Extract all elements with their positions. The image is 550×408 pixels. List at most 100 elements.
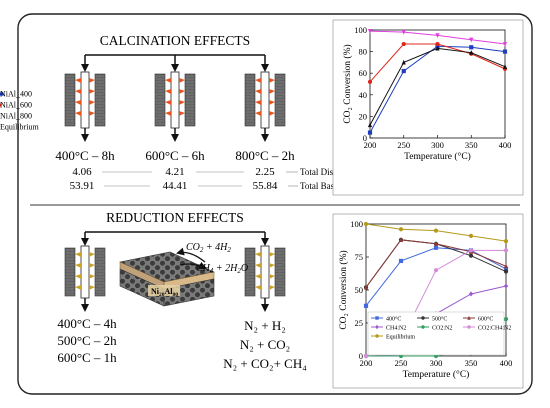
y-tick-label: 100 — [354, 25, 367, 35]
data-point — [433, 241, 439, 246]
heat-flame-icon — [269, 100, 275, 105]
heat-flame-icon — [89, 252, 95, 257]
chart-frame — [332, 19, 524, 196]
heat-flame-icon — [255, 111, 261, 116]
x-axis-label: Temperature (°C) — [403, 369, 470, 380]
heat-flame-icon — [255, 274, 261, 279]
heat-flame-icon — [269, 263, 275, 268]
heat-flame-icon — [75, 263, 81, 268]
data-point — [503, 316, 509, 322]
heat-flame-icon — [179, 89, 185, 94]
heat-flame-icon — [269, 78, 275, 83]
calcination-reactor-1 — [64, 71, 106, 129]
heat-flame-icon — [269, 252, 275, 257]
reduction-reactor-1 — [64, 245, 106, 299]
reduction-section: REDUCTION EFFECTS Ni20Al80 CO2 + 4H2 CH4… — [57, 210, 307, 371]
gas-mixture-2: N₂ + CO₂ — [240, 337, 290, 352]
data-point — [367, 28, 373, 34]
catalyst-label: Ni20Al80 — [151, 287, 178, 298]
data-point — [469, 50, 474, 55]
x-tick-label: 400 — [500, 358, 513, 368]
legend-label: Equilibrium — [0, 123, 39, 132]
heat-flame-icon — [89, 274, 95, 279]
data-point — [363, 284, 369, 290]
data-point — [468, 233, 474, 238]
data-point — [375, 316, 379, 320]
heat-flame-icon — [269, 89, 275, 94]
y-tick-label: 0 — [363, 133, 367, 143]
basicity-value-3: 55.84 — [253, 180, 278, 192]
x-tick-label: 300 — [430, 358, 443, 368]
calcination-reactor-2 — [154, 71, 196, 129]
basicity-value-1: 53.91 — [70, 180, 95, 192]
data-point — [468, 248, 474, 253]
outer-frame — [17, 13, 533, 395]
data-point — [502, 64, 508, 69]
heat-flame-icon — [75, 100, 81, 105]
data-point — [503, 266, 509, 271]
heat-flame-icon — [255, 100, 261, 105]
calcination-condition-2: 600°C – 6h — [145, 148, 205, 163]
data-point — [468, 253, 474, 258]
heat-flame-icon — [255, 285, 261, 290]
heat-flame-icon — [89, 111, 95, 116]
heat-flame-icon — [255, 89, 261, 94]
data-point — [503, 263, 509, 269]
reduction-condition-2: 500°C – 2h — [57, 333, 117, 348]
x-tick-label: 300 — [431, 140, 444, 150]
legend-box — [367, 311, 505, 356]
heat-flame-icon — [255, 78, 261, 83]
heat-flame-icon — [75, 111, 81, 116]
data-point — [468, 291, 474, 297]
reduction-title: REDUCTION EFFECTS — [106, 210, 244, 225]
y-tick-label: 50 — [355, 285, 364, 295]
reduction-condition-3: 600°C – 1h — [57, 350, 117, 365]
x-tick-label: 250 — [395, 358, 408, 368]
y-tick-label: 25 — [355, 318, 364, 328]
heat-flame-icon — [165, 100, 171, 105]
data-point — [398, 258, 404, 264]
x-tick-label: 400 — [499, 140, 512, 150]
data-point — [401, 30, 406, 35]
data-point — [435, 33, 440, 38]
heat-flame-icon — [179, 78, 185, 83]
data-point — [503, 283, 509, 289]
data-point — [433, 228, 439, 233]
y-tick-label: 0 — [359, 351, 363, 361]
data-point — [367, 122, 373, 128]
heat-flame-icon — [89, 285, 95, 290]
legend-label: 600°C — [478, 316, 493, 323]
data-point — [503, 269, 509, 274]
product-equation: CH4 + 2H2O — [196, 263, 248, 275]
data-point — [433, 245, 439, 250]
x-tick-label: 350 — [465, 358, 478, 368]
heat-flame-icon — [75, 274, 81, 279]
heat-flame-icon — [75, 89, 81, 94]
heat-flame-icon — [179, 111, 185, 116]
legend-label: 400°C — [386, 316, 401, 323]
heat-flame-icon — [255, 263, 261, 268]
data-point — [398, 227, 404, 232]
y-tick-label: 60 — [359, 68, 368, 78]
heat-flame-icon — [75, 285, 81, 290]
legend-label: NiAl_400 — [0, 90, 32, 99]
catalyst-slab: Ni20Al80 — [119, 251, 215, 307]
heat-flame-icon — [165, 89, 171, 94]
heat-flame-icon — [75, 252, 81, 257]
data-point — [363, 353, 369, 359]
heat-flame-icon — [269, 274, 275, 279]
data-point — [401, 59, 406, 65]
y-axis-label: CO₂ Conversion (%) — [338, 250, 349, 329]
data-point — [363, 221, 369, 227]
heat-flame-icon — [165, 111, 171, 116]
data-point — [367, 79, 373, 84]
data-point — [421, 325, 425, 329]
calcination-reactor-3 — [244, 71, 286, 129]
chart-reduction: 200 250 300 350 400 0 25 50 75 100 Temperature (°C… — [332, 213, 524, 389]
heat-flame-icon — [89, 263, 95, 268]
x-tick-label: 350 — [465, 140, 478, 150]
y-tick-label: 20 — [359, 111, 368, 121]
data-point — [435, 45, 440, 51]
x-tick-label: 250 — [397, 140, 410, 150]
